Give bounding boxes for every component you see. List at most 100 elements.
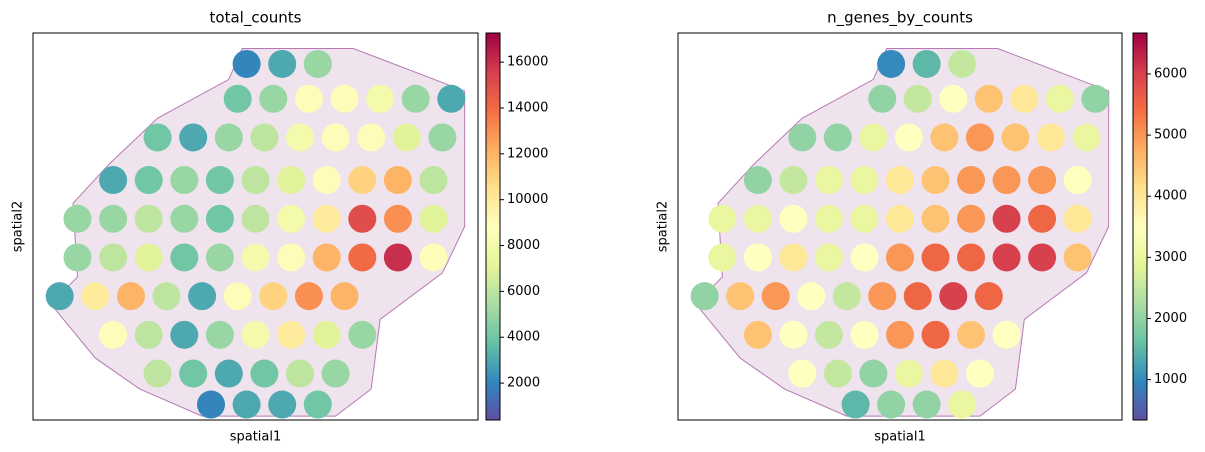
spot (134, 204, 163, 233)
spot (250, 359, 279, 388)
spot (45, 282, 74, 311)
spot (930, 359, 959, 388)
spot (850, 166, 879, 195)
spot (886, 320, 914, 349)
spot (99, 204, 128, 233)
spot (116, 282, 145, 311)
spot (286, 123, 314, 152)
spot (268, 390, 297, 419)
spot (1010, 84, 1039, 113)
spot (974, 84, 1003, 113)
colorbar-tick-label: 3000 (1154, 250, 1187, 265)
colorbar-tick-label: 4000 (507, 330, 540, 345)
spot (259, 282, 288, 311)
spot (205, 243, 234, 272)
spot (179, 123, 208, 152)
spot (814, 243, 843, 272)
spot (886, 243, 914, 272)
spot (383, 166, 412, 195)
spot (1036, 123, 1065, 152)
spot (921, 320, 950, 349)
spot (303, 49, 332, 78)
spot (312, 166, 341, 195)
colorbar-tick-label: 12000 (507, 146, 548, 161)
spot (948, 49, 977, 78)
spot (743, 243, 772, 272)
spot (779, 166, 808, 195)
spot (841, 390, 870, 419)
spot (330, 282, 359, 311)
spot (348, 166, 377, 195)
colorbar-tick-label: 2000 (507, 376, 540, 391)
colorbar (1132, 32, 1148, 421)
spot (348, 243, 377, 272)
spot (312, 320, 341, 349)
spot (223, 282, 252, 311)
spot (921, 166, 950, 195)
spot (930, 123, 959, 152)
colorbar-tick-label: 10000 (507, 192, 548, 207)
spot (850, 243, 879, 272)
spot (974, 282, 1003, 311)
spot (294, 84, 323, 113)
spot (903, 282, 932, 311)
spot (761, 282, 790, 311)
spot (99, 166, 128, 195)
spot (63, 204, 92, 233)
colorbar-tick-label: 6000 (1154, 66, 1187, 81)
spot (366, 84, 395, 113)
spot (401, 84, 430, 113)
chart-title: n_genes_by_counts (827, 9, 973, 28)
spot (957, 320, 986, 349)
spot (170, 166, 199, 195)
spot (392, 123, 421, 152)
spot (1063, 243, 1092, 272)
spot (419, 243, 448, 272)
colorbar-tick-label: 6000 (507, 284, 540, 299)
axes-frame (677, 32, 1123, 421)
spot (1045, 84, 1074, 113)
spot (1063, 204, 1092, 233)
spot (383, 243, 412, 272)
spot (321, 123, 350, 152)
spot (743, 204, 772, 233)
spot (690, 282, 719, 311)
spot (814, 320, 843, 349)
colorbar-tick-label: 14000 (507, 100, 548, 115)
spot (294, 282, 323, 311)
spot (383, 204, 412, 233)
spot (152, 282, 181, 311)
spot (877, 390, 906, 419)
spot (788, 359, 817, 388)
spot (726, 282, 755, 311)
spot (939, 282, 968, 311)
spot (286, 359, 314, 388)
spot (241, 204, 270, 233)
spot (868, 84, 897, 113)
spot (965, 123, 994, 152)
spot (832, 282, 861, 311)
spot (886, 204, 914, 233)
colorbar-tick-label: 2000 (1154, 311, 1187, 326)
spot (1081, 84, 1110, 113)
spot (1063, 166, 1092, 195)
spot (797, 282, 826, 311)
spot (992, 166, 1021, 195)
spot (179, 359, 208, 388)
spot (823, 359, 852, 388)
spot (250, 123, 279, 152)
spot (859, 123, 888, 152)
spot (214, 123, 243, 152)
spot (232, 390, 261, 419)
spot (259, 84, 288, 113)
spot (957, 204, 986, 233)
spot (277, 166, 306, 195)
spot (903, 84, 932, 113)
spot (823, 123, 852, 152)
spot (779, 204, 808, 233)
spot (1028, 204, 1057, 233)
spot (965, 359, 994, 388)
spot (419, 204, 448, 233)
y-axis-label: spatial2 (11, 201, 26, 253)
colorbar-tick-label: 1000 (1154, 372, 1187, 387)
